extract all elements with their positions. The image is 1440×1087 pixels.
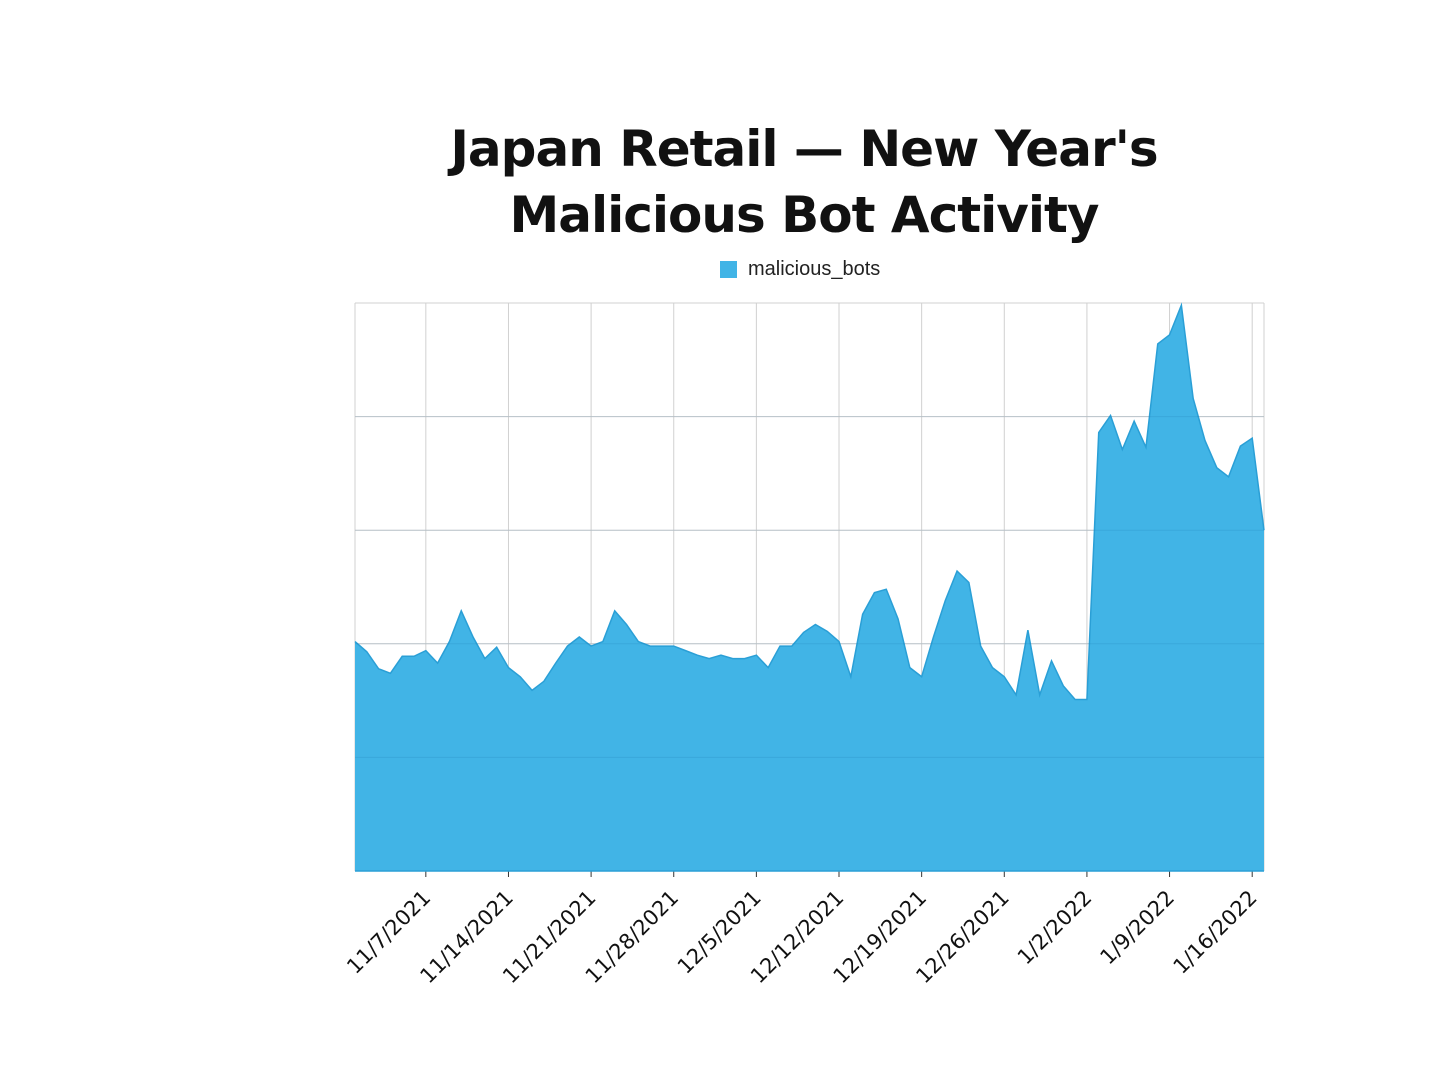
- legend: malicious_bots: [720, 258, 880, 281]
- chart-title-line-2: Malicious Bot Activity: [509, 186, 1099, 244]
- chart-title-line-1: Japan Retail — New Year's: [450, 120, 1158, 178]
- x-tick-label: 1/9/2022: [1095, 886, 1179, 970]
- legend-swatch: [720, 261, 737, 278]
- legend-label[interactable]: malicious_bots: [748, 258, 881, 280]
- area-fill-malicious-bots: [355, 305, 1264, 872]
- area-line-malicious-bots: [354, 302, 1265, 701]
- chart-title: Japan Retail — New Year's Malicious Bot …: [354, 116, 1254, 248]
- x-tick-label: 1/16/2022: [1169, 886, 1262, 979]
- x-tick-label: 1/2/2022: [1013, 886, 1097, 970]
